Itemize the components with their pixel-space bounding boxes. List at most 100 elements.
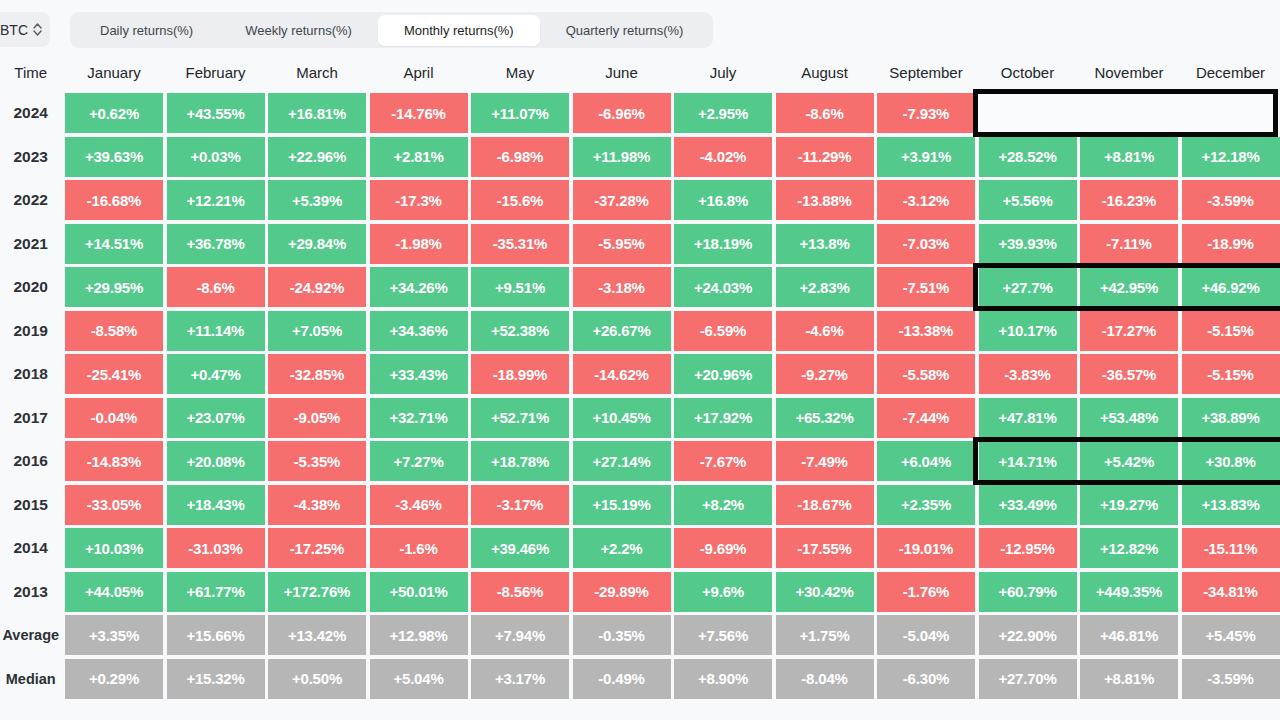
return-cell-2018-december: -5.15% xyxy=(1182,354,1280,394)
return-cell-average-january: +3.35% xyxy=(65,615,163,655)
return-cell-2023-november: +8.81% xyxy=(1080,137,1178,177)
return-cell-median-september: -6.30% xyxy=(877,659,975,699)
return-cell-2014-june: +2.2% xyxy=(573,528,671,568)
return-cell-2013-november: +449.35% xyxy=(1080,572,1178,612)
return-cell-2020-november: +42.95% xyxy=(1080,267,1178,307)
returns-grid: 2024+0.62%+43.55%+16.81%-14.76%+11.07%-6… xyxy=(0,93,1280,699)
return-cell-2024-april: -14.76% xyxy=(370,93,468,133)
month-header-october: October xyxy=(979,56,1077,88)
row-label-2023: 2023 xyxy=(0,137,62,177)
return-cell-2019-april: +34.36% xyxy=(370,311,468,351)
return-cell-2017-march: -9.05% xyxy=(268,398,366,438)
symbol-select[interactable]: BTC xyxy=(0,12,50,47)
return-cell-2019-november: -17.27% xyxy=(1080,311,1178,351)
return-cell-median-february: +15.32% xyxy=(167,659,265,699)
return-cell-median-may: +3.17% xyxy=(471,659,569,699)
tab-daily-returns[interactable]: Daily returns(%) xyxy=(74,15,219,46)
return-cell-2024-december xyxy=(1182,93,1280,133)
return-cell-2020-june: -3.18% xyxy=(573,267,671,307)
return-cell-2018-january: -25.41% xyxy=(65,354,163,394)
return-cell-2018-april: +33.43% xyxy=(370,354,468,394)
return-cell-2020-april: +34.26% xyxy=(370,267,468,307)
return-cell-2023-may: -6.98% xyxy=(471,137,569,177)
return-cell-2019-october: +10.17% xyxy=(979,311,1077,351)
return-cell-2024-june: -6.96% xyxy=(573,93,671,133)
return-cell-2013-march: +172.76% xyxy=(268,572,366,612)
return-cell-2019-february: +11.14% xyxy=(167,311,265,351)
return-cell-2015-june: +15.19% xyxy=(573,485,671,525)
return-cell-average-october: +22.90% xyxy=(979,615,1077,655)
return-cell-2014-may: +39.46% xyxy=(471,528,569,568)
return-cell-2015-december: +13.83% xyxy=(1182,485,1280,525)
return-cell-2021-january: +14.51% xyxy=(65,224,163,264)
return-cell-2020-july: +24.03% xyxy=(674,267,772,307)
row-label-2024: 2024 xyxy=(0,93,62,133)
row-label-2015: 2015 xyxy=(0,485,62,525)
select-updown-icon xyxy=(33,23,42,36)
row-label-average: Average xyxy=(0,615,62,655)
return-cell-2013-june: -29.89% xyxy=(573,572,671,612)
return-cell-2016-june: +27.14% xyxy=(573,441,671,481)
row-label-median: Median xyxy=(0,659,62,699)
return-cell-2013-may: -8.56% xyxy=(471,572,569,612)
return-cell-median-november: +8.81% xyxy=(1080,659,1178,699)
return-cell-2014-april: -1.6% xyxy=(370,528,468,568)
return-cell-2017-december: +38.89% xyxy=(1182,398,1280,438)
month-header-may: May xyxy=(471,56,569,88)
return-cell-2013-december: -34.81% xyxy=(1182,572,1280,612)
return-cell-median-march: +0.50% xyxy=(268,659,366,699)
return-cell-2024-january: +0.62% xyxy=(65,93,163,133)
return-cell-2016-april: +7.27% xyxy=(370,441,468,481)
tab-weekly-returns[interactable]: Weekly returns(%) xyxy=(219,15,378,46)
return-cell-2014-february: -31.03% xyxy=(167,528,265,568)
return-cell-2024-november xyxy=(1080,93,1178,133)
return-cell-2015-september: +2.35% xyxy=(877,485,975,525)
return-cell-2013-february: +61.77% xyxy=(167,572,265,612)
return-cell-median-july: +8.90% xyxy=(674,659,772,699)
return-cell-2015-march: -4.38% xyxy=(268,485,366,525)
return-cell-2015-january: -33.05% xyxy=(65,485,163,525)
return-cell-2024-march: +16.81% xyxy=(268,93,366,133)
return-cell-2018-july: +20.96% xyxy=(674,354,772,394)
return-cell-2022-january: -16.68% xyxy=(65,180,163,220)
tab-monthly-returns[interactable]: Monthly returns(%) xyxy=(378,15,540,46)
return-cell-2022-july: +16.8% xyxy=(674,180,772,220)
return-cell-2024-february: +43.55% xyxy=(167,93,265,133)
return-cell-2018-november: -36.57% xyxy=(1080,354,1178,394)
month-header-august: August xyxy=(776,56,874,88)
return-cell-2020-october: +27.7% xyxy=(979,267,1077,307)
return-cell-2019-july: -6.59% xyxy=(674,311,772,351)
return-cell-2020-september: -7.51% xyxy=(877,267,975,307)
return-cell-2013-january: +44.05% xyxy=(65,572,163,612)
return-cell-2013-july: +9.6% xyxy=(674,572,772,612)
return-cell-2018-may: -18.99% xyxy=(471,354,569,394)
return-cell-2023-june: +11.98% xyxy=(573,137,671,177)
return-cell-2021-december: -18.9% xyxy=(1182,224,1280,264)
return-cell-2021-july: +18.19% xyxy=(674,224,772,264)
return-cell-2013-august: +30.42% xyxy=(776,572,874,612)
return-cell-2022-february: +12.21% xyxy=(167,180,265,220)
return-cell-median-october: +27.70% xyxy=(979,659,1077,699)
return-cell-2014-august: -17.55% xyxy=(776,528,874,568)
return-cell-2014-march: -17.25% xyxy=(268,528,366,568)
return-cell-2015-august: -18.67% xyxy=(776,485,874,525)
row-label-2018: 2018 xyxy=(0,354,62,394)
return-cell-median-august: -8.04% xyxy=(776,659,874,699)
return-cell-average-september: -5.04% xyxy=(877,615,975,655)
month-header-december: December xyxy=(1182,56,1280,88)
return-cell-2021-june: -5.95% xyxy=(573,224,671,264)
return-cell-2018-september: -5.58% xyxy=(877,354,975,394)
return-cell-2021-september: -7.03% xyxy=(877,224,975,264)
return-cell-2021-april: -1.98% xyxy=(370,224,468,264)
return-cell-2017-october: +47.81% xyxy=(979,398,1077,438)
tab-quarterly-returns[interactable]: Quarterly returns(%) xyxy=(540,15,710,46)
return-cell-2015-may: -3.17% xyxy=(471,485,569,525)
return-cell-average-july: +7.56% xyxy=(674,615,772,655)
return-cell-2017-april: +32.71% xyxy=(370,398,468,438)
return-cell-2022-may: -15.6% xyxy=(471,180,569,220)
month-header-june: June xyxy=(573,56,671,88)
return-cell-2016-march: -5.35% xyxy=(268,441,366,481)
return-cell-2023-october: +28.52% xyxy=(979,137,1077,177)
month-header-march: March xyxy=(268,56,366,88)
row-label-2020: 2020 xyxy=(0,267,62,307)
